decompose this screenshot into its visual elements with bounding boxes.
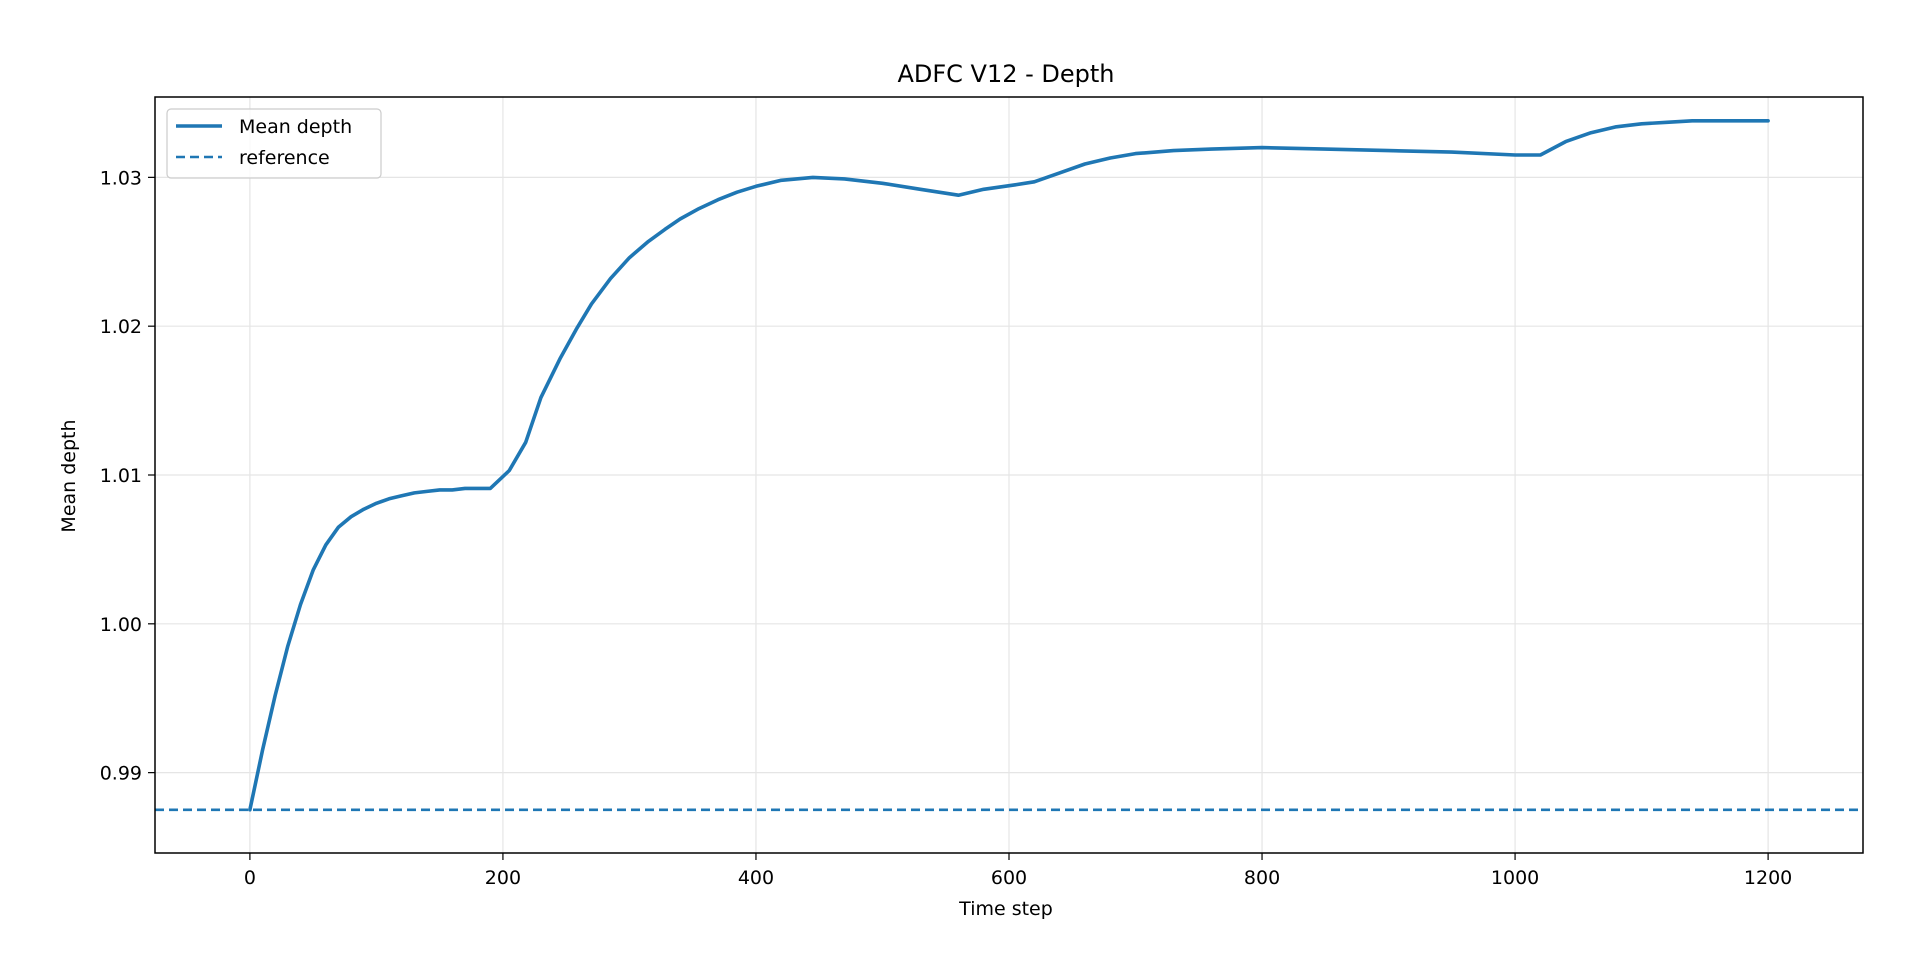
grid-lines [155,97,1863,853]
x-tick-label: 200 [485,867,521,889]
y-tick-label: 1.02 [100,316,142,338]
x-tick-label: 1000 [1491,867,1539,889]
mean-depth-line [248,119,1770,812]
y-axis-label: Mean depth [58,419,80,532]
legend-label-reference: reference [239,147,330,169]
x-tick-label: 600 [991,867,1027,889]
y-tick-label: 1.01 [100,465,142,487]
legend: Mean depth reference [166,108,382,179]
x-tick-label: 0 [244,867,256,889]
x-tick-label: 400 [738,867,774,889]
legend-label-mean-depth: Mean depth [239,116,352,138]
y-axis-ticks: 0.99 1.00 1.01 1.02 1.03 [100,167,155,785]
y-tick-label: 1.00 [100,614,142,636]
x-axis-label: Time step [958,898,1053,920]
x-tick-label: 1200 [1744,867,1792,889]
x-tick-label: 800 [1244,867,1280,889]
y-tick-label: 0.99 [100,763,142,785]
y-tick-label: 1.03 [100,167,142,189]
chart-title: ADFC V12 - Depth [897,60,1114,88]
x-axis-ticks: 0 200 400 600 800 1000 1200 [244,853,1792,889]
plot-lines [155,119,1863,812]
